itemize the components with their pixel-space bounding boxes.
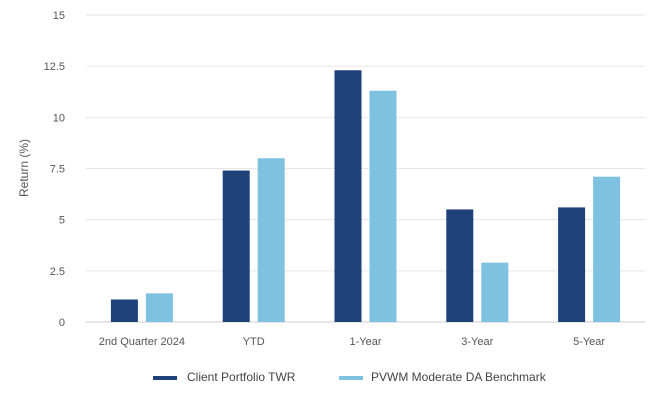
y-tick-label: 7.5: [50, 164, 65, 176]
x-category-label: 2nd Quarter 2024: [99, 336, 185, 348]
x-category-label: 1-Year: [349, 336, 381, 348]
y-tick-label: 0: [59, 317, 65, 329]
y-axis-ticks: 0 2.5 5 7.5 10 12.5 15: [44, 10, 65, 329]
legend-label: PVWM Moderate DA Benchmark: [371, 370, 547, 384]
y-tick-label: 10: [53, 112, 65, 124]
gridlines: [86, 14, 645, 323]
bar-benchmark-4: [593, 176, 621, 322]
legend-swatch: [339, 376, 363, 380]
bars: [110, 70, 621, 322]
bar-benchmark-0: [145, 293, 173, 322]
bar-client-0: [110, 299, 138, 322]
bar-benchmark-2: [369, 90, 397, 322]
y-tick-label: 5: [59, 215, 65, 227]
x-category-label: 5-Year: [573, 336, 605, 348]
legend: Client Portfolio TWR PVWM Moderate DA Ben…: [153, 370, 547, 384]
x-category-label: YTD: [243, 336, 265, 348]
x-category-label: 3-Year: [461, 336, 493, 348]
y-tick-label: 12.5: [44, 61, 65, 73]
y-tick-label: 15: [53, 10, 65, 22]
bar-client-1: [222, 170, 250, 322]
bar-client-3: [446, 209, 474, 322]
x-axis-categories: 2nd Quarter 2024 YTD 1-Year 3-Year 5-Year: [99, 336, 606, 348]
bar-client-2: [334, 70, 362, 322]
legend-swatch: [153, 376, 177, 380]
bar-benchmark-3: [481, 262, 509, 322]
bar-benchmark-1: [257, 158, 285, 322]
y-tick-label: 2.5: [50, 266, 65, 278]
bar-client-4: [558, 207, 586, 322]
legend-label: Client Portfolio TWR: [187, 370, 296, 384]
y-axis-title: Return (%): [17, 139, 31, 197]
